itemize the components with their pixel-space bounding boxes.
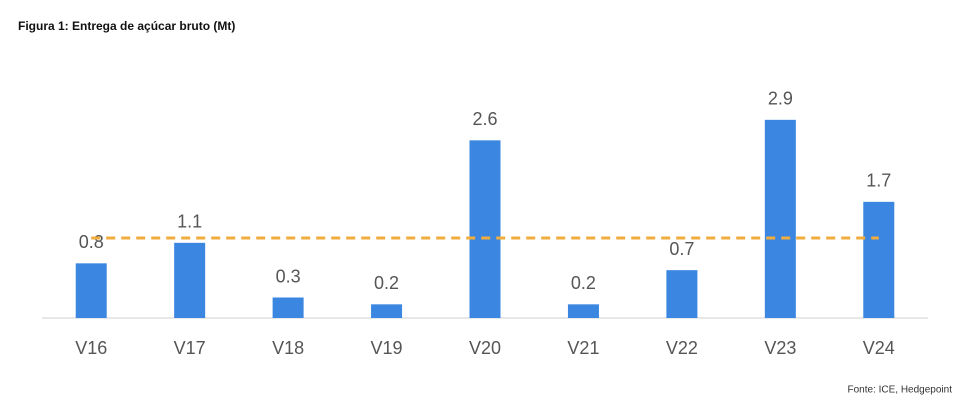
bar bbox=[666, 270, 698, 318]
value-label: 0.2 bbox=[374, 273, 399, 293]
x-tick-label: V20 bbox=[469, 338, 501, 358]
x-tick-label: V22 bbox=[666, 338, 698, 358]
value-label: 1.7 bbox=[866, 171, 891, 191]
x-tick-label: V18 bbox=[272, 338, 304, 358]
value-label: 0.8 bbox=[79, 232, 104, 252]
bar bbox=[764, 119, 796, 318]
bar bbox=[863, 201, 895, 318]
value-label: 2.9 bbox=[768, 89, 793, 109]
value-label: 0.3 bbox=[276, 266, 301, 286]
bar bbox=[75, 263, 107, 318]
x-tick-label: V17 bbox=[174, 338, 206, 358]
bar bbox=[272, 297, 304, 318]
x-tick-label: V23 bbox=[764, 338, 796, 358]
source-note: Fonte: ICE, Hedgepoint bbox=[847, 385, 952, 396]
x-tick-label: V21 bbox=[567, 338, 599, 358]
value-label: 0.2 bbox=[571, 273, 596, 293]
x-tick-label: V16 bbox=[75, 338, 107, 358]
value-label: 2.6 bbox=[472, 109, 497, 129]
bar bbox=[174, 242, 206, 318]
x-tick-label: V24 bbox=[863, 338, 895, 358]
bar bbox=[567, 304, 599, 318]
bar bbox=[371, 304, 403, 318]
chart-title: Figura 1: Entrega de açúcar bruto (Mt) bbox=[18, 19, 235, 33]
bar bbox=[469, 140, 501, 318]
value-label: 0.7 bbox=[669, 239, 694, 259]
x-tick-label: V19 bbox=[371, 338, 403, 358]
value-label: 1.1 bbox=[177, 212, 202, 232]
